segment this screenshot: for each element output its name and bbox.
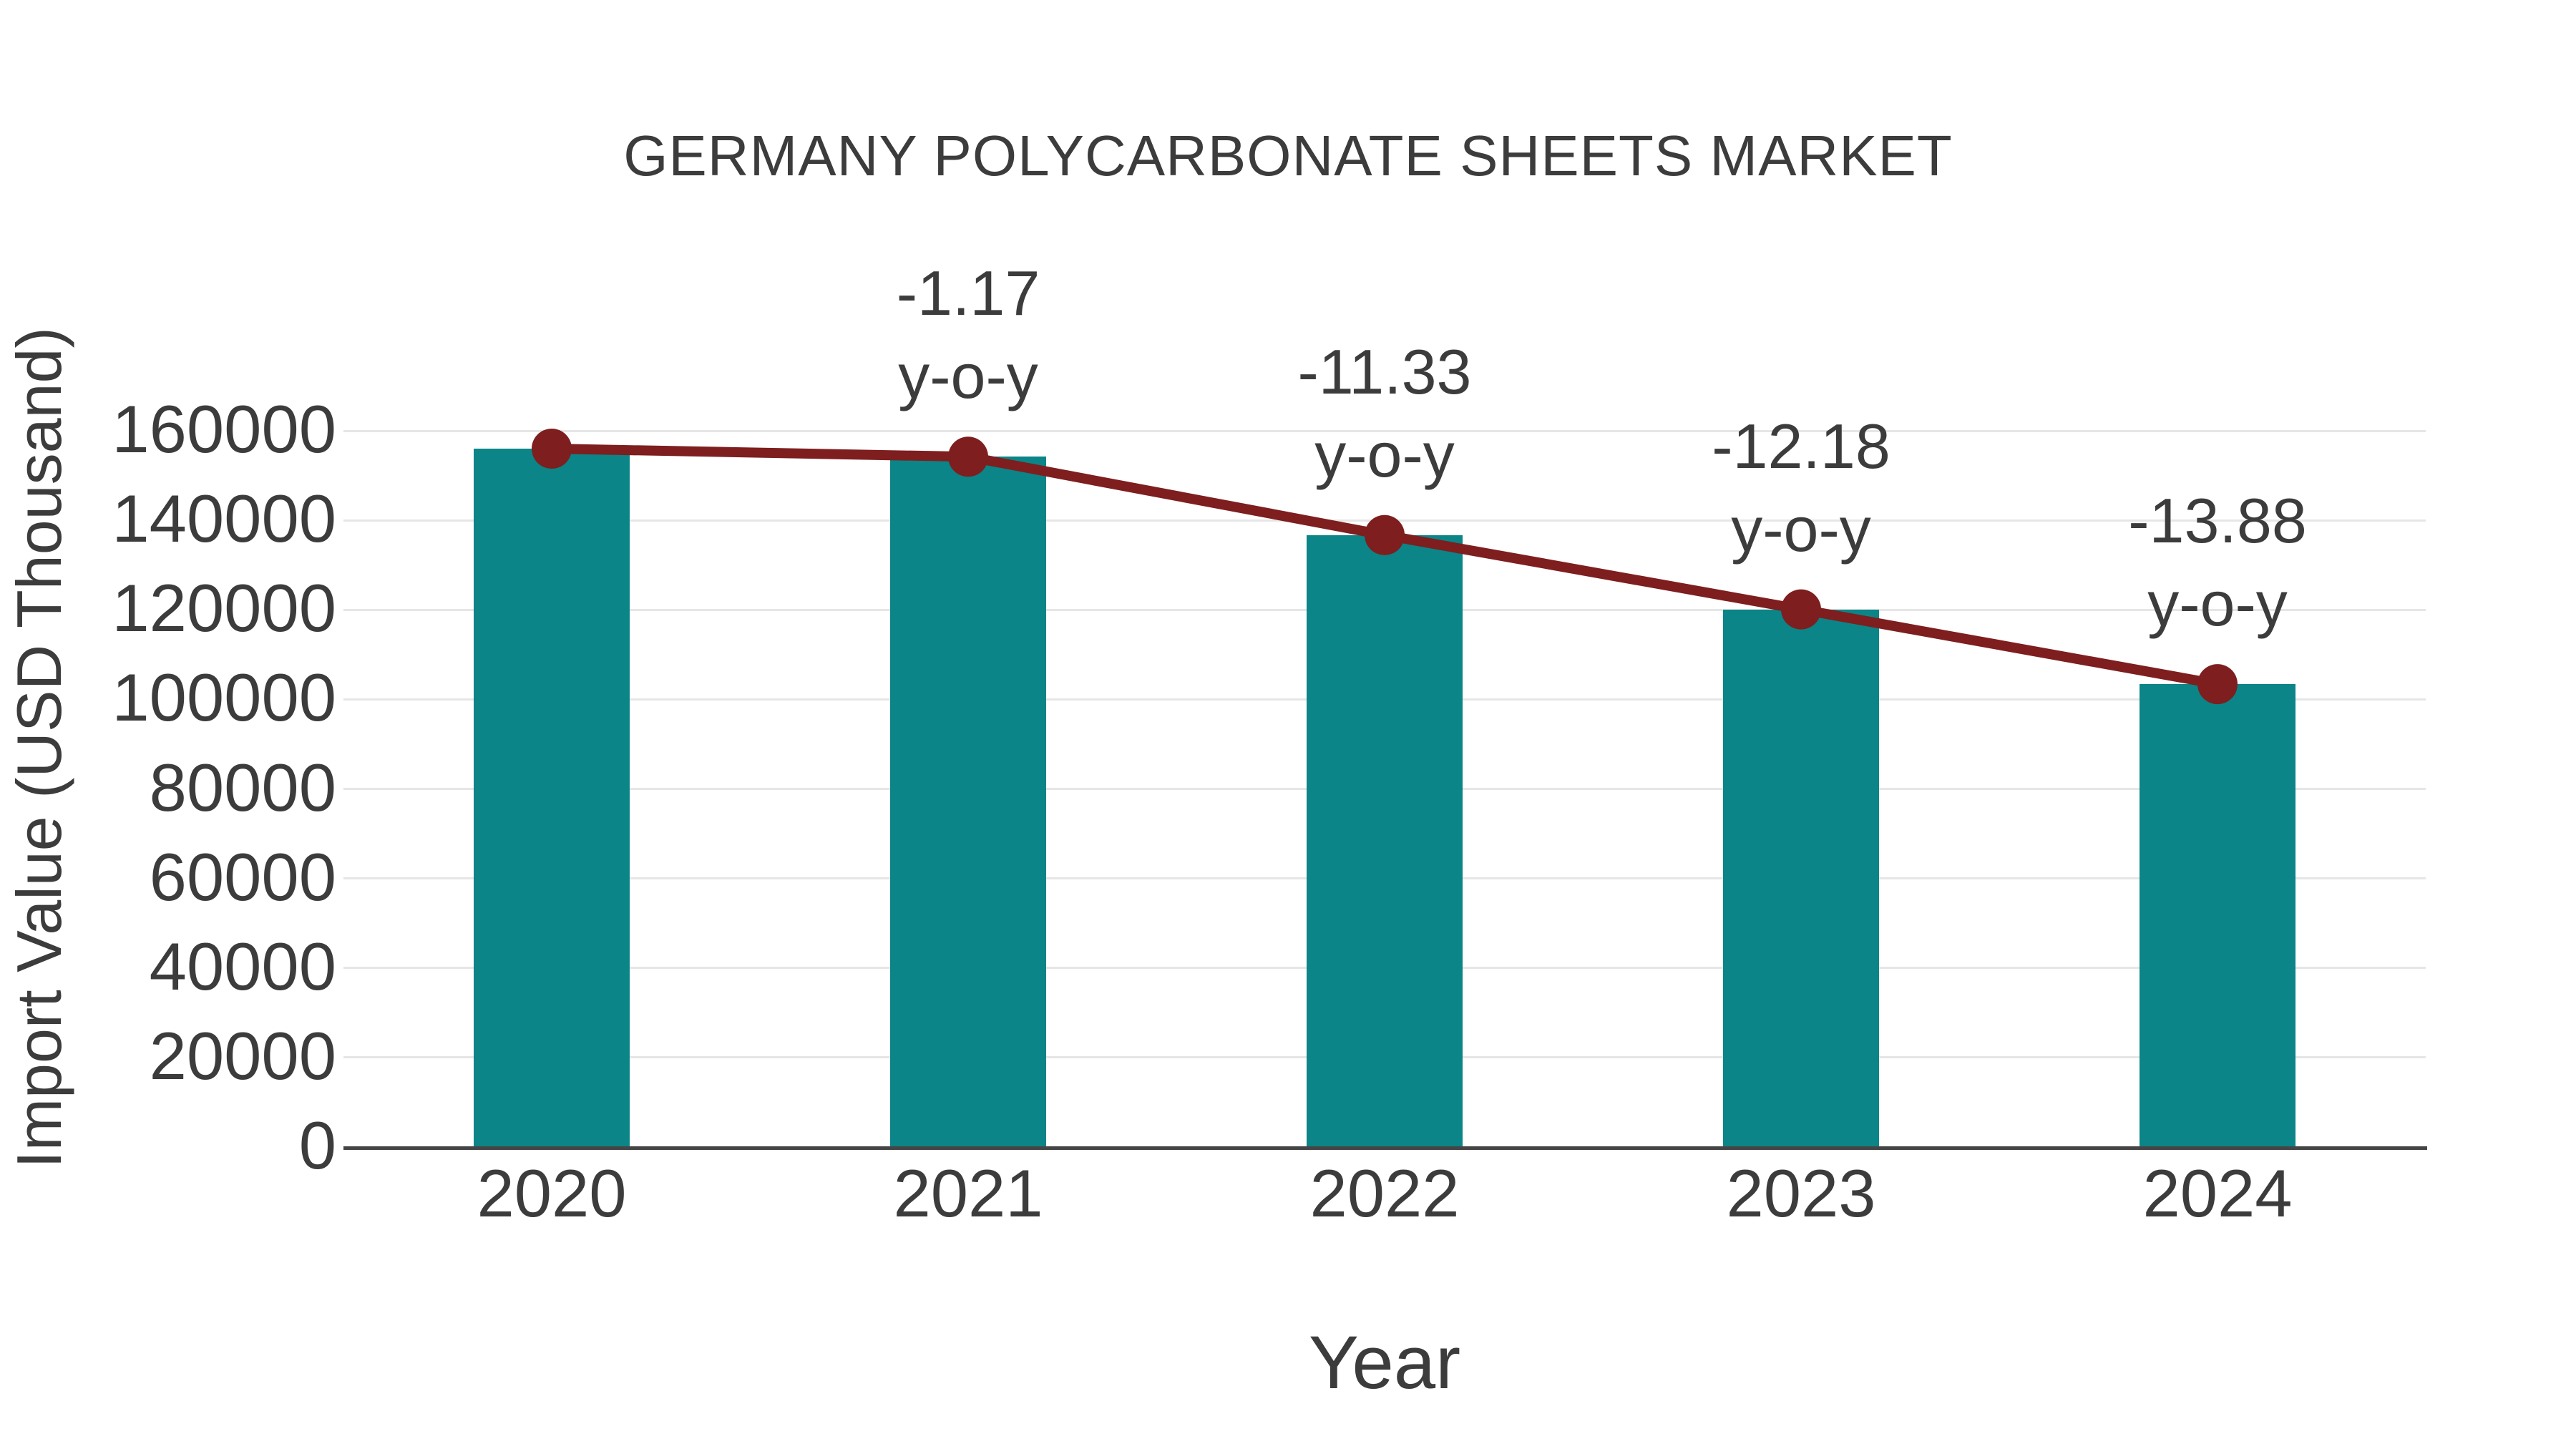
x-tick-label-2023: 2023	[1726, 1156, 1876, 1231]
yoy-annotation-value: -13.88	[2128, 485, 2307, 557]
chart-title: GERMANY POLYCARBONATE SHEETS MARKET	[623, 124, 1953, 187]
x-tick-label-2020: 2020	[477, 1156, 627, 1231]
yoy-annotation-value: -12.18	[1712, 410, 1890, 482]
yoy-marker-2021[interactable]	[948, 436, 988, 477]
y-tick-label-140000: 140000	[112, 481, 336, 557]
bar-2021[interactable]	[890, 457, 1046, 1148]
x-axis-title: Year	[1308, 1321, 1461, 1405]
bar-2023[interactable]	[1723, 609, 1879, 1148]
x-tick-label-2024: 2024	[2142, 1156, 2293, 1231]
yoy-annotation-2021: -1.17 y-o-y	[718, 252, 1219, 418]
yoy-annotation-value: -11.33	[1297, 336, 1472, 407]
x-tick-label-2022: 2022	[1309, 1156, 1460, 1231]
y-tick-label-40000: 40000	[149, 928, 336, 1004]
yoy-annotation-label: y-o-y	[2147, 568, 2288, 640]
y-tick-label-0: 0	[298, 1108, 336, 1183]
y-tick-label-100000: 100000	[112, 660, 336, 736]
x-axis-line	[343, 1146, 2427, 1150]
yoy-marker-2020[interactable]	[532, 429, 572, 469]
yoy-annotation-value: -1.17	[896, 258, 1040, 329]
yoy-annotation-2024: -13.88 y-o-y	[1967, 479, 2468, 645]
yoy-marker-2024[interactable]	[2197, 664, 2238, 705]
bar-2020[interactable]	[474, 449, 630, 1148]
yoy-marker-2023[interactable]	[1781, 589, 1821, 630]
yoy-annotation-2023: -12.18 y-o-y	[1551, 405, 2051, 571]
y-tick-label-120000: 120000	[112, 570, 336, 646]
y-tick-label-60000: 60000	[149, 839, 336, 914]
y-tick-label-20000: 20000	[149, 1018, 336, 1093]
y-tick-label-80000: 80000	[149, 749, 336, 825]
yoy-annotation-label: y-o-y	[1314, 419, 1455, 490]
yoy-annotation-label: y-o-y	[1731, 493, 1871, 565]
bar-2022[interactable]	[1307, 535, 1463, 1148]
x-tick-label-2021: 2021	[893, 1156, 1043, 1231]
yoy-annotation-2022: -11.33 y-o-y	[1134, 331, 1635, 497]
yoy-annotation-label: y-o-y	[898, 341, 1038, 412]
gridline-160000	[343, 429, 2426, 432]
yoy-marker-2022[interactable]	[1365, 514, 1405, 555]
y-tick-label-160000: 160000	[112, 391, 336, 467]
bar-2024[interactable]	[2140, 684, 2296, 1148]
